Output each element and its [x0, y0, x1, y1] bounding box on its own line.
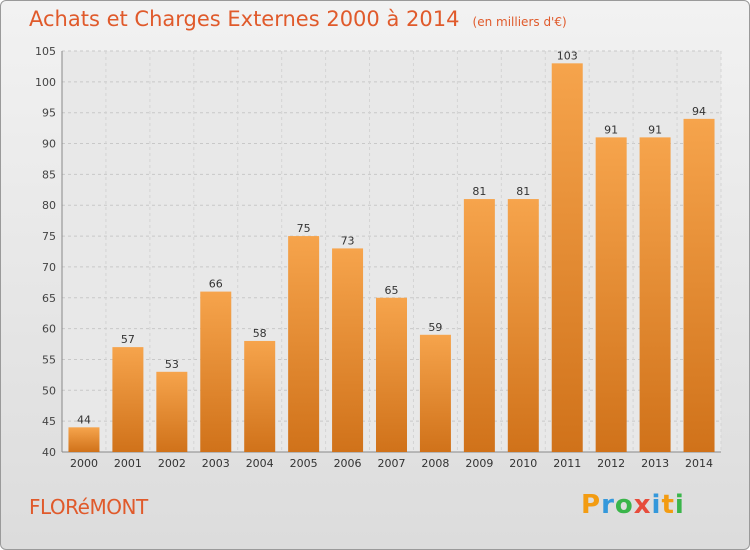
bar [332, 248, 364, 452]
bar [463, 199, 495, 452]
logo-letter: x [633, 490, 652, 520]
bar-value-label: 81 [516, 185, 530, 198]
bar [288, 236, 320, 452]
bar [68, 427, 100, 452]
x-tick-label: 2001 [114, 457, 142, 470]
bar-value-label: 81 [472, 185, 486, 198]
bar [419, 334, 451, 452]
bar-value-label: 59 [428, 321, 442, 334]
bar [595, 137, 627, 452]
y-tick-label: 75 [42, 230, 56, 243]
bar [376, 297, 407, 452]
bar-value-label: 65 [385, 284, 399, 297]
bar [200, 291, 232, 452]
bar-value-label: 75 [297, 222, 311, 235]
bar-value-label: 53 [165, 358, 179, 371]
bar [551, 63, 583, 452]
x-tick-label: 2010 [509, 457, 537, 470]
y-tick-label: 95 [42, 107, 56, 120]
y-tick-label: 50 [42, 384, 56, 397]
logo-letter: o [614, 490, 634, 520]
y-tick-label: 55 [42, 353, 56, 366]
bar-value-label: 94 [692, 105, 706, 118]
x-tick-label: 2008 [421, 457, 449, 470]
y-tick-label: 40 [42, 446, 56, 459]
x-tick-label: 2011 [553, 457, 581, 470]
logo-letter: i [674, 490, 685, 520]
bar-value-label: 73 [341, 234, 355, 247]
bar-value-label: 91 [648, 123, 662, 136]
x-tick-label: 2012 [597, 457, 625, 470]
bar-value-label: 91 [604, 123, 618, 136]
y-tick-label: 80 [42, 199, 56, 212]
bar-value-label: 66 [209, 278, 223, 291]
bar [112, 347, 144, 452]
x-tick-label: 2003 [202, 457, 230, 470]
y-tick-label: 100 [35, 76, 56, 89]
bar [683, 118, 715, 452]
x-tick-label: 2007 [378, 457, 406, 470]
commune-name: FLORéMONT [29, 495, 148, 519]
x-tick-label: 2013 [641, 457, 669, 470]
chart-title-text: Achats et Charges Externes 2000 à 2014 [29, 7, 460, 31]
bar-value-label: 44 [77, 413, 91, 426]
logo-letter: i [651, 490, 662, 520]
x-tick-label: 2002 [158, 457, 186, 470]
bar-value-label: 57 [121, 333, 135, 346]
x-tick-label: 2009 [465, 457, 493, 470]
y-tick-label: 90 [42, 138, 56, 151]
bar-value-label: 58 [253, 327, 267, 340]
x-tick-label: 2000 [70, 457, 98, 470]
x-tick-label: 2004 [246, 457, 274, 470]
proxiti-logo: Proxiti [581, 490, 685, 520]
y-tick-label: 85 [42, 168, 56, 181]
logo-letter: t [661, 490, 675, 520]
logo-letter: P [581, 490, 602, 520]
y-tick-label: 65 [42, 292, 56, 305]
bar [244, 340, 276, 452]
bar [156, 371, 188, 452]
x-tick-label: 2005 [290, 457, 318, 470]
logo-letter: r [601, 490, 615, 520]
y-tick-label: 70 [42, 261, 56, 274]
y-tick-label: 45 [42, 415, 56, 428]
chart-unit: (en milliers d'€) [472, 15, 567, 29]
bar [639, 137, 671, 452]
x-tick-label: 2006 [334, 457, 362, 470]
bar-value-label: 103 [557, 49, 578, 62]
x-tick-label: 2014 [685, 457, 713, 470]
y-tick-label: 60 [42, 323, 56, 336]
y-tick-label: 105 [35, 45, 56, 58]
bar [507, 199, 539, 452]
chart-title: Achats et Charges Externes 2000 à 2014 (… [29, 7, 567, 31]
